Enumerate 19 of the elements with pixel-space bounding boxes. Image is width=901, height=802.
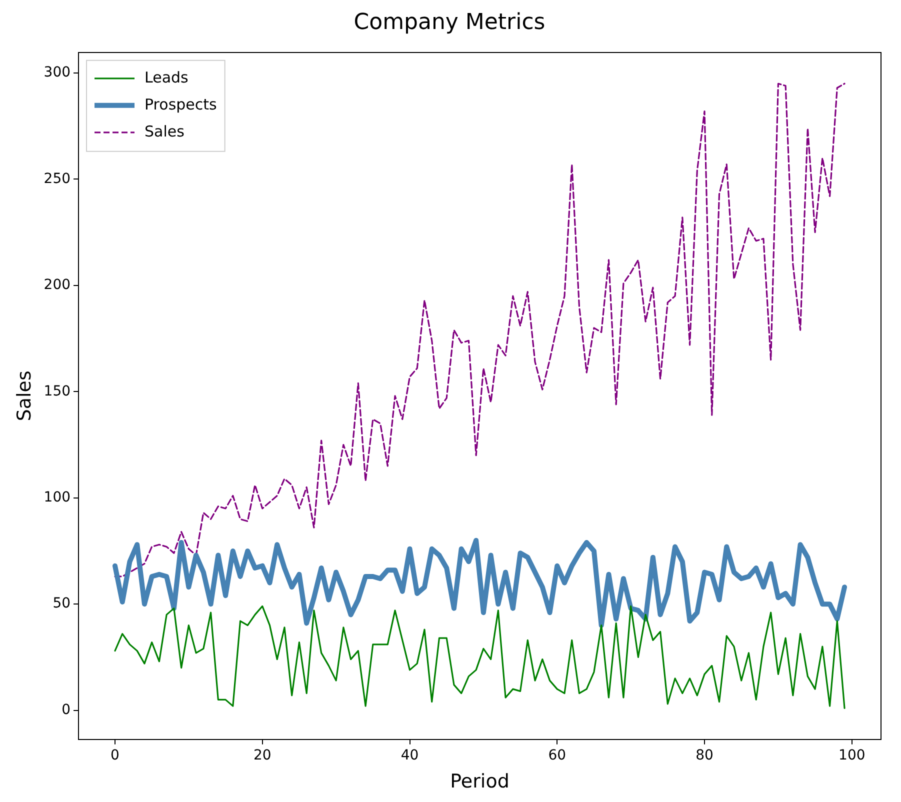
y-tick-label: 300: [44, 64, 71, 81]
x-tick-label: 100: [838, 747, 866, 764]
y-tick-label: 100: [44, 490, 71, 506]
y-tick-label: 200: [44, 277, 71, 294]
legend-label: Prospects: [144, 95, 218, 114]
x-tick-label: 60: [548, 747, 566, 764]
y-tick-label: 50: [52, 596, 71, 612]
y-axis-title: Sales: [13, 370, 36, 422]
y-tick-label: 150: [44, 383, 71, 400]
legend-label: Leads: [144, 68, 189, 86]
legend-label: Sales: [144, 122, 185, 140]
x-tick-label: 0: [110, 747, 120, 764]
x-tick-label: 80: [696, 747, 714, 764]
x-axis-title: Period: [450, 770, 510, 793]
chart-title: Company Metrics: [354, 10, 546, 35]
x-tick-label: 40: [400, 747, 419, 764]
x-tick-label: 20: [253, 747, 272, 764]
y-tick-label: 250: [44, 170, 71, 187]
y-tick-label: 0: [62, 702, 71, 718]
